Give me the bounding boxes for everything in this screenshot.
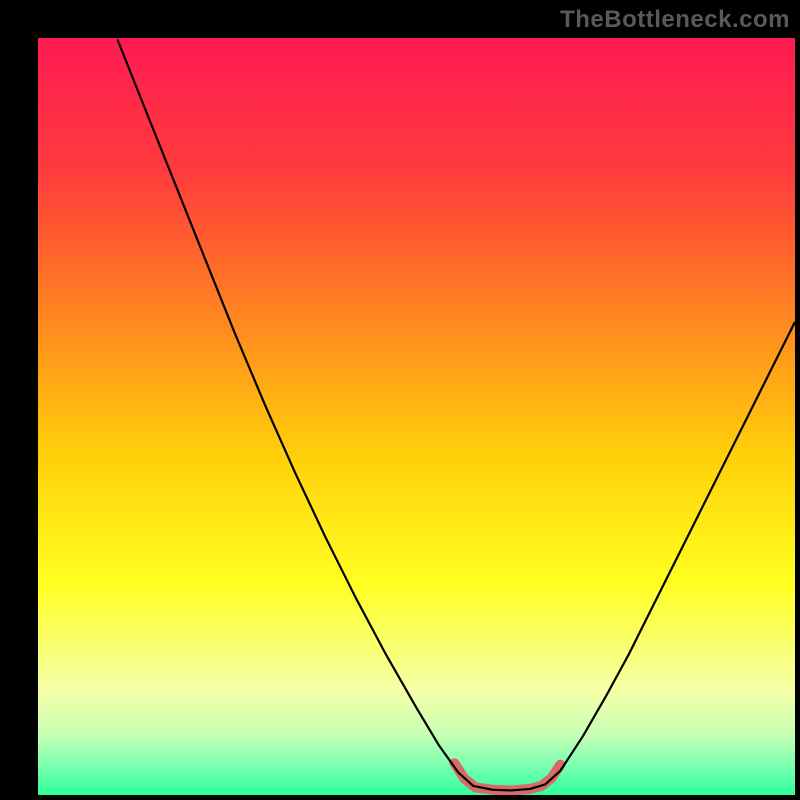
site-watermark: TheBottleneck.com: [560, 6, 790, 34]
plot-frame: [795, 0, 800, 800]
plot-frame: [0, 795, 800, 800]
plot-background: [38, 38, 795, 795]
bottleneck-curve-chart: [0, 0, 800, 800]
plot-frame: [0, 0, 38, 800]
